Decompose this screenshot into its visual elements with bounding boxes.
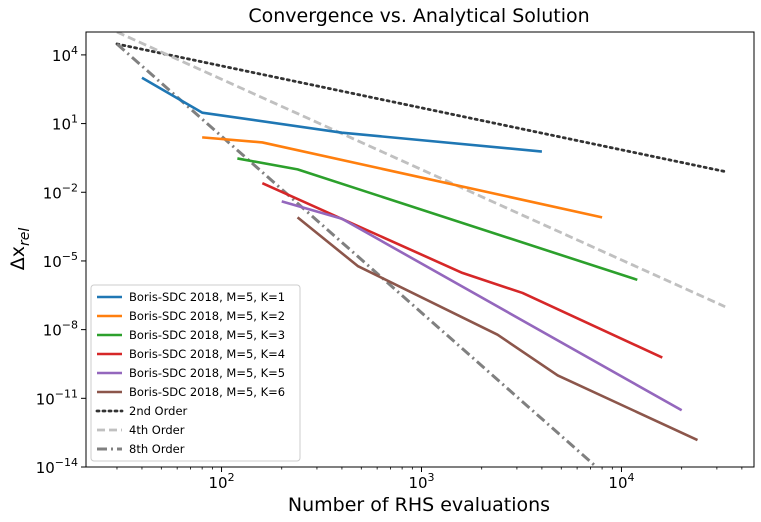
y-tick-label-6: 101 [52,113,78,134]
y-tick-label-3: 10−8 [43,319,78,340]
series-line-2 [202,136,603,219]
x-tick-label-3: 104 [608,471,634,492]
legend-label-1: Boris-SDC 2018, M=5, K=1 [129,290,285,304]
y-tick-label-1-base: 10 [36,459,55,477]
series-layer [115,32,727,467]
legend-label-5: Boris-SDC 2018, M=5, K=5 [129,366,285,380]
y-tick-label-4-base: 10 [43,253,62,271]
y-axis-label: Δxrel [7,228,33,271]
legend-label-4: Boris-SDC 2018, M=5, K=4 [129,347,285,361]
series-line-8 [116,32,726,309]
x-tick-label-3-exp: 4 [628,471,635,484]
series-line-6 [296,216,699,442]
y-tick-label-2-exp: −11 [55,387,78,400]
x-tick-label-2-exp: 3 [428,471,435,484]
y-tick-label-4: 10−5 [43,250,78,271]
y-tick-label-7: 104 [52,44,78,65]
y-tick-label-1: 10−14 [36,456,78,477]
y-tick-label-3-base: 10 [43,322,62,340]
x-tick-label-3-base: 10 [608,474,627,492]
legend-label-8: 4th Order [129,423,185,437]
series-line-3 [237,157,638,282]
y-tick-label-7-base: 10 [52,47,71,65]
y-tick-label-2: 10−11 [36,387,78,408]
legend-label-9: 8th Order [129,442,185,456]
y-tick-label-2-base: 10 [36,390,55,408]
series-line-7 [115,42,727,173]
y-axis-label-base: Δx [7,246,29,270]
legend-label-7: 2nd Order [129,404,188,418]
x-tick-label-2: 103 [408,471,434,492]
legend-label-2: Boris-SDC 2018, M=5, K=2 [129,309,285,323]
y-tick-label-6-base: 10 [52,116,71,134]
x-axis-label: Number of RHS evaluations [288,494,550,516]
legend-box [90,284,301,462]
y-tick-label-5-exp: −2 [62,181,78,194]
y-tick-label-4-exp: −5 [62,250,78,263]
y-tick-label-3-exp: −8 [62,319,78,332]
y-tick-label-1-exp: −14 [55,456,78,469]
x-tick-label-2-base: 10 [408,474,427,492]
y-tick-label-6-exp: 1 [71,113,78,126]
legend-label-6: Boris-SDC 2018, M=5, K=6 [129,385,285,399]
legend-label-3: Boris-SDC 2018, M=5, K=3 [129,328,285,342]
x-axis: 102 103 104 [116,467,743,492]
x-tick-label-1-base: 10 [208,474,227,492]
y-tick-label-7-exp: 4 [71,44,78,57]
x-tick-label-1-exp: 2 [228,471,235,484]
series-line-5 [281,200,683,412]
x-tick-label-1: 102 [208,471,234,492]
plot-frame [85,31,755,468]
series-line-1 [141,76,543,153]
y-tick-label-5: 10−2 [43,181,78,202]
y-tick-label-5-base: 10 [43,184,62,202]
series-line-4 [261,181,663,359]
y-axis-label-sub: rel [17,228,33,246]
chart-title: Convergence vs. Analytical Solution [248,5,589,27]
legend: Boris-SDC 2018, M=5, K=1 Boris-SDC 2018, … [90,284,301,462]
series-line-9 [115,42,598,467]
